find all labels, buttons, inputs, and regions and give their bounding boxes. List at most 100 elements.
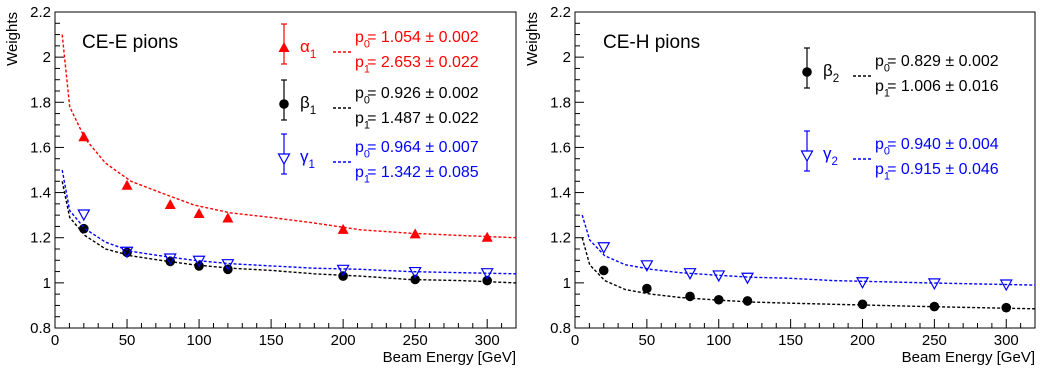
- param-p0-base: p: [875, 53, 884, 70]
- x-tick-label: 300: [475, 332, 500, 349]
- y-tick-label: 1: [563, 275, 571, 292]
- y-tick-label: 2: [563, 49, 571, 66]
- param-p1-subscript: 1: [364, 120, 370, 132]
- legend-marker: [800, 150, 814, 163]
- param-p1-subscript: 1: [884, 171, 890, 183]
- fit-curve: [61, 169, 517, 275]
- data-point: [77, 209, 91, 222]
- fit-curve: [61, 181, 517, 284]
- param-p1-value: = 0.915 ± 0.046: [887, 161, 999, 178]
- legend-label-base: α: [300, 37, 310, 56]
- param-p1-value: = 1.006 ± 0.016: [887, 78, 999, 95]
- data-point: [409, 228, 421, 239]
- param-p0-base: p: [355, 85, 364, 102]
- param-p1-base: p: [355, 110, 364, 127]
- param-p0-base: p: [355, 139, 364, 156]
- x-tick-label: 300: [994, 332, 1019, 349]
- x-tick-label: 200: [331, 332, 356, 349]
- data-point: [597, 242, 611, 254]
- data-point: [713, 294, 724, 305]
- param-p0-subscript: 0: [364, 149, 370, 161]
- x-tick-label: 0: [571, 332, 579, 349]
- data-point: [337, 223, 349, 234]
- legend-marker: [277, 153, 291, 166]
- data-point: [482, 275, 492, 286]
- y-tick-label: 1.8: [550, 94, 571, 111]
- data-point: [712, 270, 726, 283]
- data-point: [221, 259, 235, 271]
- param-p0-subscript: 0: [364, 39, 370, 51]
- series-0: [61, 34, 517, 242]
- x-tick-label: 0: [51, 332, 59, 349]
- legend-label-subscript: 1: [310, 105, 316, 117]
- param-p1-value: = 1.342 ± 0.085: [367, 164, 479, 181]
- y-tick-label: 2.2: [550, 4, 571, 21]
- ce-e-pions-panel: 0 50 100 150 200 250 3000.811.21.41.61.822.2Be…: [4, 4, 517, 366]
- legend-label-subscript: 2: [832, 156, 838, 168]
- y-tick-label: 1.6: [550, 139, 571, 156]
- data-point: [929, 301, 940, 312]
- y-tick-label: 1.4: [30, 185, 51, 202]
- data-point: [683, 268, 697, 280]
- y-tick-label: 2.2: [30, 4, 51, 21]
- param-p1-subscript: 1: [364, 174, 370, 186]
- data-point: [121, 179, 133, 190]
- y-tick-label: 1.8: [30, 94, 51, 111]
- data-point: [740, 272, 755, 285]
- x-axis-label: Beam Energy [GeV]: [902, 349, 1035, 366]
- legend-label-base: β: [823, 61, 833, 80]
- legend-label-base: γ: [300, 147, 309, 166]
- data-point: [193, 208, 205, 219]
- x-tick-label: 100: [706, 332, 731, 349]
- param-p1-base: p: [355, 164, 364, 181]
- param-p1-value: = 1.487 ± 0.022: [367, 110, 479, 127]
- x-tick-label: 150: [778, 332, 803, 349]
- data-point: [163, 253, 177, 266]
- x-tick-label: 150: [259, 332, 284, 349]
- y-tick-label: 0.8: [30, 320, 51, 337]
- data-point: [642, 283, 652, 294]
- data-point: [685, 291, 695, 302]
- panel-title: CE-H pions: [603, 32, 700, 53]
- param-p1-base: p: [355, 54, 364, 71]
- param-p0-subscript: 0: [884, 146, 890, 158]
- data-point: [78, 131, 90, 142]
- legend-marker: [279, 99, 289, 109]
- data-point: [855, 277, 870, 289]
- legend-label-subscript: 1: [309, 159, 315, 171]
- legend-label-subscript: 1: [310, 49, 316, 61]
- x-tick-label: 100: [187, 332, 212, 349]
- param-p0-value: = 0.940 ± 0.004: [887, 136, 999, 153]
- data-point: [410, 274, 420, 285]
- param-p0-value: = 1.054 ± 0.002: [367, 29, 479, 46]
- y-tick-label: 0.8: [550, 320, 571, 337]
- param-p1-base: p: [875, 161, 884, 178]
- y-tick-label: 1.4: [550, 185, 571, 202]
- data-point: [999, 279, 1013, 292]
- series-2: [61, 169, 517, 280]
- ce-h-pions-panel: 0 50 100 150 200 250 3000.811.21.41.61.822.2Be…: [524, 4, 1036, 366]
- param-p0-value: = 0.926 ± 0.002: [367, 85, 479, 102]
- legend-marker: [802, 67, 812, 77]
- y-axis-label: Weights: [524, 12, 541, 66]
- fit-curve: [581, 237, 1036, 310]
- data-point: [857, 299, 868, 310]
- param-p1-subscript: 1: [364, 64, 370, 76]
- legend-label-base: γ: [823, 144, 832, 163]
- param-p0-base: p: [875, 136, 884, 153]
- y-tick-label: 1: [43, 275, 51, 292]
- data-point: [408, 266, 422, 279]
